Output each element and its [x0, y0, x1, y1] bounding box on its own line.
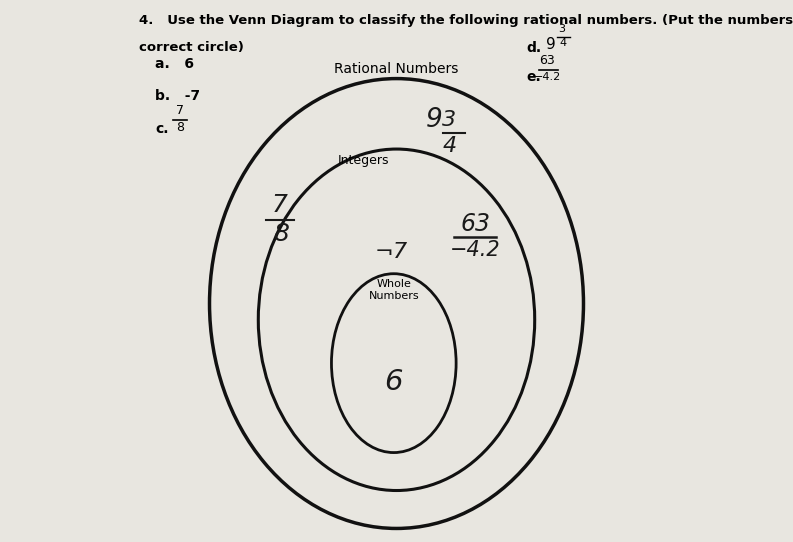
Text: correct circle): correct circle) [139, 41, 244, 54]
Text: c.: c. [155, 122, 169, 136]
Text: 3: 3 [558, 24, 565, 34]
Text: 63: 63 [460, 212, 490, 236]
Text: 9: 9 [426, 107, 442, 133]
Text: $\neg$7: $\neg$7 [374, 242, 408, 262]
Text: Integers: Integers [339, 154, 389, 167]
Text: 7: 7 [176, 104, 184, 117]
Text: a.   6: a. 6 [155, 57, 194, 71]
Text: d.: d. [527, 41, 542, 55]
Text: 7: 7 [272, 193, 288, 217]
Text: 4.   Use the Venn Diagram to classify the following rational numbers. (Put the n: 4. Use the Venn Diagram to classify the … [139, 14, 793, 27]
Text: e.: e. [527, 70, 542, 85]
Text: 6: 6 [385, 368, 403, 396]
Text: 3: 3 [442, 110, 456, 130]
Text: Rational Numbers: Rational Numbers [335, 62, 458, 76]
Text: −4.2: −4.2 [450, 240, 500, 260]
Text: 4: 4 [442, 136, 457, 156]
Text: 4: 4 [560, 38, 567, 48]
Text: 63: 63 [539, 54, 555, 67]
Text: 9: 9 [546, 37, 555, 52]
Text: −4.2: −4.2 [534, 72, 561, 81]
Text: 8: 8 [176, 121, 184, 134]
Text: 8: 8 [274, 222, 289, 246]
Text: Whole
Numbers: Whole Numbers [369, 279, 419, 301]
Text: b.   -7: b. -7 [155, 89, 201, 104]
